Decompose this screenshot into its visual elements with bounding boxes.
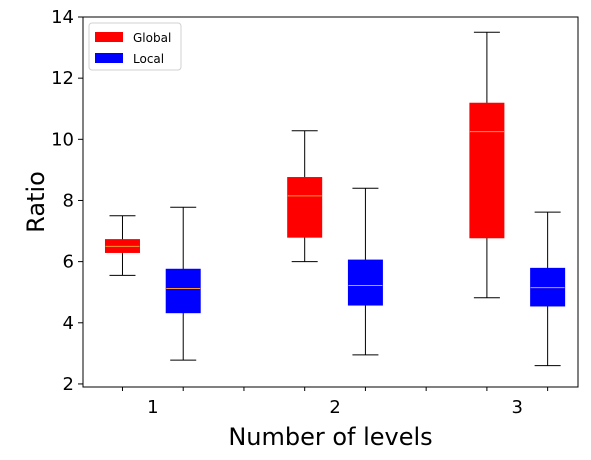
legend-label-local: Local: [133, 52, 164, 66]
y-tick-label: 2: [63, 374, 74, 395]
y-axis-label: Ratio: [22, 171, 50, 233]
box-global-2: [287, 130, 323, 263]
legend: Global Local: [88, 22, 182, 71]
box-local-1: [165, 206, 201, 361]
box-body: [165, 268, 201, 314]
box-body: [287, 177, 323, 238]
y-tick-label: 8: [63, 190, 74, 211]
y-tick-label: 10: [51, 129, 74, 150]
box-body: [469, 102, 505, 239]
y-tick-label: 6: [63, 252, 74, 273]
plot-marks: [104, 31, 566, 367]
y-axis: 2 4 6 8 10 12 14: [51, 7, 83, 395]
x-tick-label: 3: [512, 397, 523, 418]
x-tick-label: 2: [329, 397, 340, 418]
y-tick-label: 14: [51, 7, 74, 28]
legend-swatch-local: [95, 53, 123, 63]
box-body: [347, 259, 383, 306]
y-tick-label: 4: [63, 313, 74, 334]
x-tick-label: 1: [147, 397, 158, 418]
plot-frame: [82, 16, 579, 388]
box-local-3: [530, 211, 566, 367]
x-axis: 1 2 3: [121, 387, 549, 418]
box-global-1: [104, 215, 140, 276]
legend-swatch-global: [95, 32, 123, 42]
legend-label-global: Global: [133, 31, 171, 45]
box-local-2: [347, 187, 383, 356]
box-global-3: [469, 31, 505, 299]
y-tick-label: 12: [51, 68, 74, 89]
x-axis-label: Number of levels: [228, 423, 432, 451]
